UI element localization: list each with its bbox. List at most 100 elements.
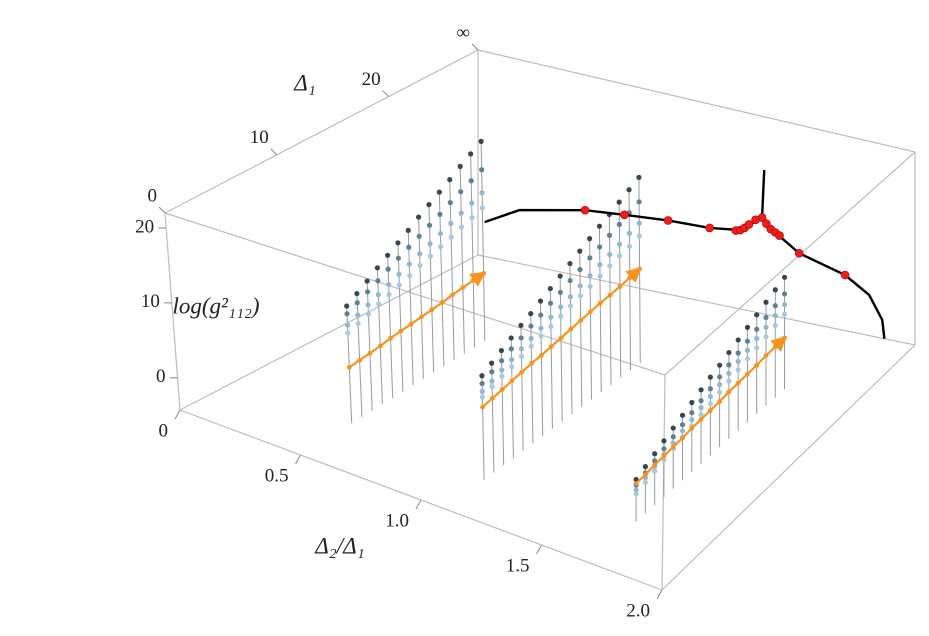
data-point xyxy=(636,233,642,239)
y-tick-label: 10 xyxy=(250,127,269,148)
data-point xyxy=(468,178,474,184)
red-point xyxy=(705,223,714,233)
stem xyxy=(569,263,573,415)
data-point xyxy=(365,302,371,308)
data-point xyxy=(427,253,433,259)
data-point xyxy=(689,399,695,406)
data-point xyxy=(417,262,423,269)
z-axis-label: log(g²₁₁₂) xyxy=(172,293,259,318)
data-point xyxy=(448,234,454,240)
data-point xyxy=(772,303,778,309)
box-edge xyxy=(664,151,916,376)
data-point xyxy=(508,357,515,363)
x-tick-label: 1.5 xyxy=(506,555,530,576)
box-edge xyxy=(164,212,181,411)
data-point xyxy=(364,289,371,295)
y-tick-label: 20 xyxy=(362,69,381,90)
x-tick xyxy=(295,454,301,465)
arrow-point xyxy=(450,292,455,298)
data-point xyxy=(427,241,433,247)
data-point xyxy=(616,221,622,227)
data-point xyxy=(557,273,563,279)
arrow-point xyxy=(707,408,713,413)
data-point xyxy=(538,333,544,339)
box-edge xyxy=(477,49,916,153)
data-point xyxy=(518,346,524,352)
data-point xyxy=(577,266,583,273)
stem xyxy=(356,293,363,417)
arrow-point xyxy=(670,444,676,450)
data-point xyxy=(345,330,351,336)
data-point xyxy=(567,294,573,300)
data-point xyxy=(707,374,713,380)
stem xyxy=(376,267,383,405)
data-point xyxy=(763,314,769,321)
data-point xyxy=(781,311,788,318)
z-tick-label: 10 xyxy=(141,291,160,312)
data-point xyxy=(479,190,485,196)
data-point xyxy=(489,360,495,366)
data-point xyxy=(375,278,381,284)
data-point xyxy=(577,248,583,254)
data-point xyxy=(365,311,372,317)
data-point xyxy=(597,273,603,279)
data-point xyxy=(754,335,760,342)
data-point xyxy=(735,337,741,343)
data-point xyxy=(652,451,658,457)
arrow-point xyxy=(357,357,363,363)
data-point xyxy=(528,335,534,342)
stem xyxy=(598,226,602,393)
data-point xyxy=(438,243,444,250)
data-point xyxy=(597,244,603,250)
data-point xyxy=(489,383,495,390)
data-point xyxy=(344,311,350,317)
data-point xyxy=(508,346,514,352)
data-point xyxy=(499,373,505,379)
branch-line xyxy=(760,169,766,218)
arrow-point xyxy=(388,335,393,341)
red-point xyxy=(757,213,767,222)
stem xyxy=(510,337,514,458)
data-point xyxy=(698,398,704,404)
arrow-point xyxy=(408,321,414,327)
data-point xyxy=(468,151,474,157)
arrow-point xyxy=(627,275,633,281)
data-point xyxy=(754,312,760,318)
data-point xyxy=(498,347,505,354)
data-point xyxy=(633,491,639,497)
data-point xyxy=(567,260,573,267)
data-point xyxy=(355,312,361,318)
arrow-point xyxy=(509,378,515,384)
stem xyxy=(559,276,563,422)
data-point xyxy=(405,227,411,233)
arrow-point xyxy=(429,307,435,313)
arrow-point xyxy=(772,344,778,350)
data-point xyxy=(587,255,593,261)
red-point xyxy=(580,205,590,215)
data-point xyxy=(679,412,686,418)
arrow-point xyxy=(489,395,495,401)
y-tick-label: ∞ xyxy=(456,22,470,43)
x-tick-label: 2.0 xyxy=(626,600,650,621)
data-point xyxy=(528,343,534,349)
data-point xyxy=(597,262,603,268)
data-point xyxy=(407,273,413,279)
box-edge xyxy=(661,344,916,591)
data-point xyxy=(735,350,741,356)
data-point xyxy=(364,278,370,284)
arrow-point xyxy=(689,425,695,431)
arrow-point xyxy=(419,314,424,320)
arrow-point xyxy=(578,318,584,323)
arrow-point xyxy=(499,387,505,392)
arrow-point xyxy=(652,462,658,468)
data-point xyxy=(642,464,649,470)
data-point xyxy=(386,281,392,288)
data-point xyxy=(395,240,401,246)
data-point xyxy=(557,289,563,295)
data-point xyxy=(557,304,564,310)
data-point xyxy=(426,222,433,228)
data-point xyxy=(385,266,391,272)
data-point xyxy=(587,272,593,279)
y-axis-label: Δ₁ xyxy=(293,70,316,95)
